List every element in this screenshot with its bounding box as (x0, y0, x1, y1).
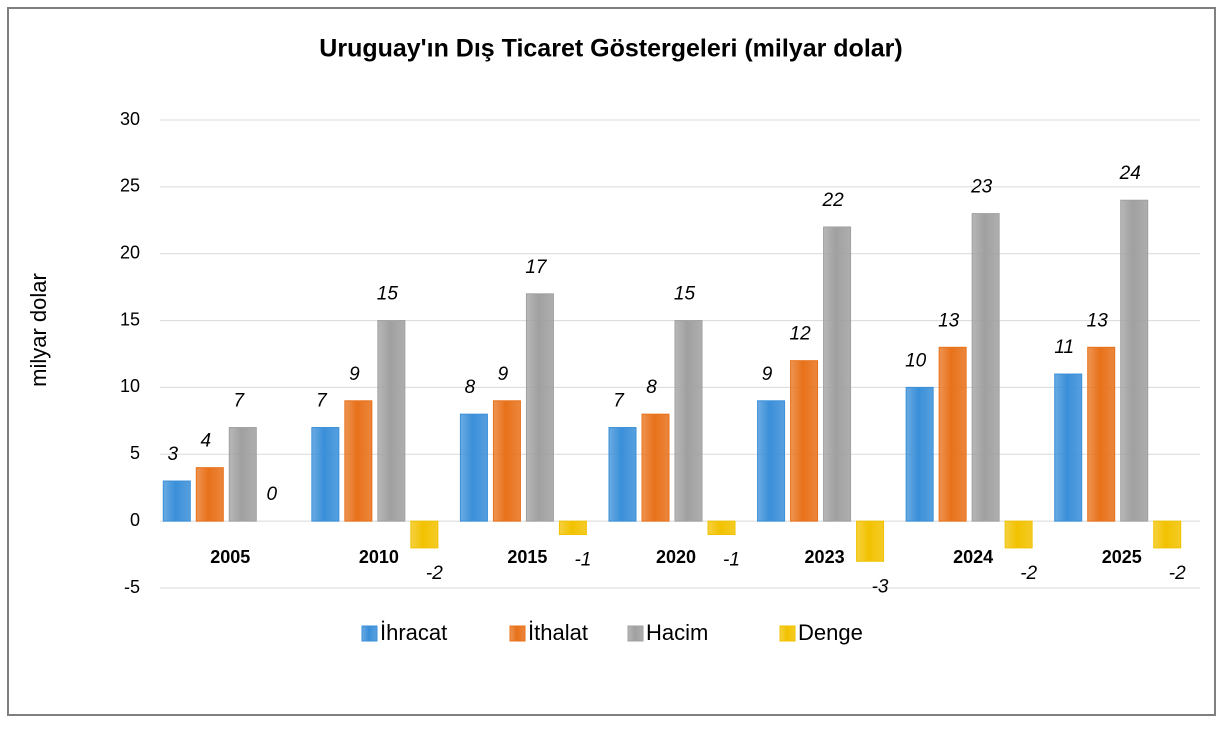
legend-swatch (779, 625, 796, 642)
value-label: 13 (1087, 310, 1109, 331)
value-label: 23 (970, 177, 993, 198)
x-tick-label: 2010 (359, 547, 399, 567)
bar (459, 413, 488, 522)
value-label: -1 (723, 550, 740, 571)
bar (228, 427, 257, 522)
bar (1120, 199, 1149, 522)
value-label: 22 (822, 190, 845, 211)
value-label: 15 (674, 284, 696, 305)
legend-label: Hacim (646, 620, 708, 645)
y-tick-label: 0 (130, 510, 140, 530)
value-label: 9 (349, 364, 360, 385)
value-label: 4 (200, 431, 211, 452)
value-label: 0 (266, 484, 277, 505)
chart-title: Uruguay'ın Dış Ticaret Göstergeleri (mil… (319, 35, 902, 63)
bar (608, 427, 637, 522)
value-label: 3 (167, 444, 178, 465)
bar (856, 520, 885, 562)
value-label: 13 (938, 310, 960, 331)
value-label: 11 (1054, 337, 1074, 358)
y-axis-label: milyar dolar (26, 273, 51, 387)
value-label: 7 (233, 391, 245, 412)
bar (707, 520, 736, 536)
x-tick-label: 2015 (507, 547, 547, 567)
y-tick-label: 25 (120, 176, 140, 196)
legend-swatch (361, 625, 378, 642)
bar (938, 346, 967, 522)
bar (1153, 520, 1182, 549)
bar (641, 413, 670, 522)
bar (492, 400, 521, 522)
bar (195, 467, 224, 522)
y-tick-label: 30 (120, 109, 140, 129)
bar (1087, 346, 1116, 522)
value-label: 7 (613, 391, 625, 412)
y-tick-label: 10 (120, 376, 140, 396)
value-label: -3 (872, 576, 889, 597)
x-tick-label: 2020 (656, 547, 696, 567)
bar (1004, 520, 1033, 549)
y-tick-label: 15 (120, 309, 140, 329)
bar (757, 400, 786, 522)
value-label: 12 (790, 324, 812, 345)
value-label: -1 (574, 550, 591, 571)
bar (377, 320, 406, 522)
value-label: -2 (1020, 563, 1037, 584)
bar (410, 520, 439, 549)
value-label: 9 (762, 364, 773, 385)
bar (558, 520, 587, 536)
value-label: 10 (905, 350, 927, 371)
bar (162, 480, 191, 522)
bar (971, 213, 1000, 522)
legend-label: İthalat (528, 620, 588, 645)
bar (525, 293, 554, 522)
value-label: -2 (1169, 563, 1186, 584)
bar (311, 427, 340, 522)
value-label: 24 (1119, 163, 1141, 184)
x-tick-label: 2024 (953, 547, 993, 567)
value-label: -2 (426, 563, 443, 584)
legend-swatch (509, 625, 526, 642)
y-tick-label: 5 (130, 443, 140, 463)
bar (905, 386, 934, 522)
legend-swatch (627, 625, 644, 642)
value-label: 8 (646, 377, 657, 398)
value-label: 8 (465, 377, 476, 398)
bar (674, 320, 703, 522)
x-tick-label: 2005 (210, 547, 250, 567)
chart-frame (7, 7, 1216, 716)
y-tick-label: -5 (124, 577, 140, 597)
bar (344, 400, 373, 522)
x-tick-label: 2025 (1102, 547, 1142, 567)
value-label: 15 (377, 284, 399, 305)
bar (790, 360, 819, 522)
legend-label: İhracat (380, 620, 447, 645)
bar (1054, 373, 1083, 522)
y-tick-label: 20 (120, 242, 140, 262)
bar (823, 226, 852, 522)
value-label: 17 (525, 257, 548, 278)
value-label: 9 (498, 364, 509, 385)
legend-label: Denge (798, 620, 863, 645)
x-tick-label: 2023 (805, 547, 845, 567)
value-label: 7 (316, 391, 328, 412)
